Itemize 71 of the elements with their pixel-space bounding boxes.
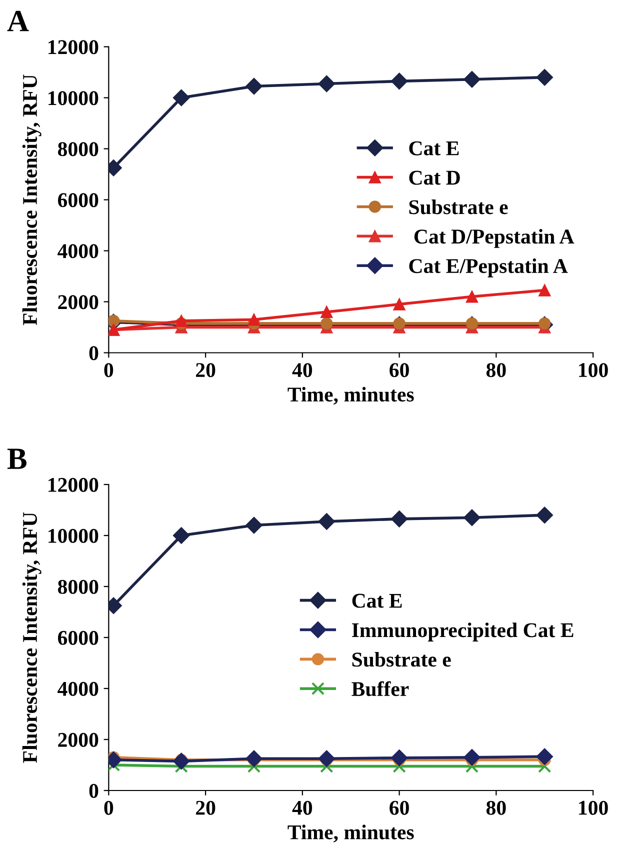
y-tick-label: 0 (89, 784, 98, 798)
legend-label: Substrate e (352, 652, 451, 667)
y-axis-title: Fluorescence Intensity, RFU (22, 512, 42, 763)
y-tick-label: 12000 (48, 40, 98, 54)
x-axis-title: Time, minutes (288, 824, 414, 842)
point (392, 760, 406, 773)
x-tick-label: 0 (104, 800, 114, 815)
y-tick-label: 6000 (58, 193, 98, 208)
point (248, 313, 260, 326)
point (390, 72, 408, 90)
x-tick-label: 80 (486, 800, 506, 815)
point (246, 78, 262, 95)
point (536, 748, 554, 765)
point (536, 68, 554, 86)
y-axis-title: Fluorescence Intensity, RFU (22, 74, 42, 326)
point (390, 510, 408, 528)
chart-title: B (7, 448, 26, 469)
point (246, 750, 262, 768)
point (320, 306, 333, 318)
point (464, 70, 480, 88)
x-tick-label: 80 (486, 363, 506, 378)
y-tick-label: 10000 (48, 91, 98, 106)
legend-label: Cat E (352, 594, 402, 608)
point (464, 748, 480, 766)
point (172, 527, 190, 544)
point (390, 749, 408, 766)
x-tick-label: 0 (104, 363, 114, 378)
point (320, 317, 333, 330)
point (246, 516, 262, 534)
x-tick-label: 60 (390, 363, 409, 378)
point (108, 314, 120, 327)
chart-title: A (7, 10, 29, 32)
point (536, 506, 554, 524)
x-tick-label: 40 (292, 800, 312, 815)
point (172, 89, 190, 106)
legend-label: Cat E (409, 141, 459, 156)
x-tick-label: 20 (196, 800, 216, 815)
point (318, 513, 336, 530)
y-tick-label: 8000 (58, 142, 98, 156)
y-tick-label: 8000 (58, 580, 98, 594)
y-tick-label: 4000 (58, 244, 98, 258)
point (393, 317, 406, 330)
y-tick-label: 0 (89, 346, 98, 360)
point (172, 752, 190, 770)
point (393, 298, 406, 310)
y-tick-label: 12000 (48, 478, 98, 492)
x-tick-label: 40 (292, 363, 312, 378)
y-tick-label: 6000 (58, 630, 98, 645)
point (538, 284, 551, 296)
legend-label: Immunoprecipited Cat E (352, 622, 574, 642)
point (466, 317, 478, 330)
legend-label: Substrate e (409, 200, 508, 214)
y-tick-label: 2000 (58, 732, 98, 747)
point (464, 509, 480, 526)
legend-label: Cat E/Pepstatin A (409, 258, 568, 278)
point (466, 290, 478, 303)
point (538, 760, 552, 773)
point (318, 750, 336, 768)
x-tick-label: 20 (196, 363, 216, 378)
legend-label: Cat D/Pepstatin A (414, 228, 574, 248)
y-tick-label: 4000 (58, 682, 98, 696)
x-axis-title: Time, minutes (288, 386, 414, 405)
legend-label: Cat D (409, 170, 460, 185)
point (318, 75, 336, 92)
legend-label: Buffer (352, 681, 409, 696)
x-tick-label: 100 (579, 363, 608, 378)
y-tick-label: 2000 (58, 295, 98, 310)
point (320, 760, 334, 773)
x-tick-label: 60 (390, 800, 409, 815)
y-tick-label: 10000 (48, 528, 98, 543)
x-tick-label: 100 (579, 800, 608, 815)
